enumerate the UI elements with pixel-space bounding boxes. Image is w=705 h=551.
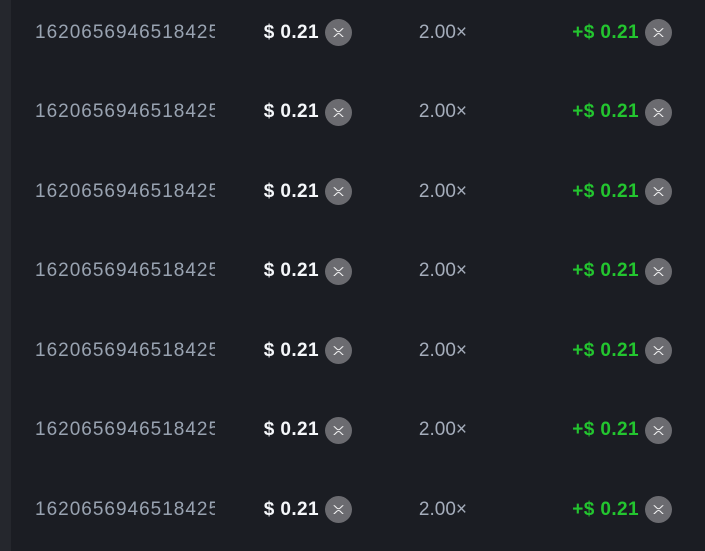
- game-id-cell: 1620656946518425: [35, 340, 215, 362]
- game-id: 1620656946518425: [35, 21, 215, 43]
- xrp-coin-icon: [325, 337, 352, 365]
- payout: +$ 0.21: [572, 101, 639, 123]
- payout-cell: +$ 0.21: [467, 98, 672, 126]
- game-id-cell: 1620656946518425: [35, 260, 215, 282]
- payout-cell: +$ 0.21: [467, 416, 672, 444]
- payout: +$ 0.21: [572, 21, 639, 43]
- multiplier: 2.00×: [418, 419, 467, 441]
- xrp-coin-icon: [325, 178, 352, 206]
- bet-row[interactable]: 1620656946518425 $ 0.21 2.00× +$ 0.21: [11, 152, 705, 232]
- multiplier-cell: 2.00×: [352, 340, 467, 362]
- bet-row[interactable]: 1620656946518425 $ 0.21 2.00× +$ 0.21: [11, 470, 705, 550]
- xrp-coin-icon: [325, 496, 352, 524]
- bet-amount-cell: $ 0.21: [215, 257, 352, 285]
- game-id: 1620656946518425: [35, 180, 215, 202]
- bet-amount-cell: $ 0.21: [215, 337, 352, 365]
- bet-amount-cell: $ 0.21: [215, 19, 352, 47]
- payout: +$ 0.21: [572, 180, 639, 202]
- xrp-coin-icon: [645, 257, 672, 285]
- bet-amount: $ 0.21: [263, 419, 319, 441]
- game-id-cell: 1620656946518425: [35, 181, 215, 203]
- game-id: 1620656946518425: [35, 101, 215, 123]
- game-id: 1620656946518425: [35, 339, 215, 361]
- bets-history-table: 1620656946518425 $ 0.21 2.00× +$ 0.21 16…: [11, 0, 705, 551]
- xrp-coin-icon: [325, 416, 352, 444]
- multiplier: 2.00×: [418, 498, 467, 520]
- game-id-cell: 1620656946518425: [35, 22, 215, 44]
- game-id-cell: 1620656946518425: [35, 101, 215, 123]
- payout: +$ 0.21: [572, 260, 639, 282]
- bet-amount-cell: $ 0.21: [215, 178, 352, 206]
- bet-amount: $ 0.21: [263, 180, 319, 202]
- game-id: 1620656946518425: [35, 419, 215, 441]
- bet-amount: $ 0.21: [263, 21, 319, 43]
- xrp-coin-icon: [645, 98, 672, 126]
- multiplier-cell: 2.00×: [352, 419, 467, 441]
- multiplier: 2.00×: [418, 180, 467, 202]
- payout: +$ 0.21: [572, 419, 639, 441]
- xrp-coin-icon: [325, 98, 352, 126]
- bet-amount: $ 0.21: [263, 498, 319, 520]
- bet-amount-cell: $ 0.21: [215, 416, 352, 444]
- payout-cell: +$ 0.21: [467, 178, 672, 206]
- bet-row[interactable]: 1620656946518425 $ 0.21 2.00× +$ 0.21: [11, 311, 705, 391]
- xrp-coin-icon: [645, 19, 672, 47]
- xrp-coin-icon: [325, 257, 352, 285]
- payout-cell: +$ 0.21: [467, 257, 672, 285]
- bets-rows-container: 1620656946518425 $ 0.21 2.00× +$ 0.21 16…: [11, 0, 705, 550]
- multiplier-cell: 2.00×: [352, 260, 467, 282]
- multiplier-cell: 2.00×: [352, 181, 467, 203]
- payout-cell: +$ 0.21: [467, 19, 672, 47]
- payout: +$ 0.21: [572, 339, 639, 361]
- payout-cell: +$ 0.21: [467, 337, 672, 365]
- bet-amount: $ 0.21: [263, 101, 319, 123]
- multiplier-cell: 2.00×: [352, 499, 467, 521]
- bet-amount-cell: $ 0.21: [215, 98, 352, 126]
- game-id: 1620656946518425: [35, 498, 215, 520]
- xrp-coin-icon: [645, 416, 672, 444]
- bet-row[interactable]: 1620656946518425 $ 0.21 2.00× +$ 0.21: [11, 232, 705, 312]
- bet-row[interactable]: 1620656946518425 $ 0.21 2.00× +$ 0.21: [11, 391, 705, 471]
- game-id: 1620656946518425: [35, 260, 215, 282]
- xrp-coin-icon: [645, 178, 672, 206]
- xrp-coin-icon: [645, 337, 672, 365]
- bet-amount: $ 0.21: [263, 339, 319, 361]
- xrp-coin-icon: [645, 496, 672, 524]
- bet-row[interactable]: 1620656946518425 $ 0.21 2.00× +$ 0.21: [11, 73, 705, 153]
- game-id-cell: 1620656946518425: [35, 499, 215, 521]
- multiplier: 2.00×: [418, 101, 467, 123]
- multiplier: 2.00×: [418, 339, 467, 361]
- game-id-cell: 1620656946518425: [35, 419, 215, 441]
- bet-amount-cell: $ 0.21: [215, 496, 352, 524]
- multiplier-cell: 2.00×: [352, 22, 467, 44]
- bet-row[interactable]: 1620656946518425 $ 0.21 2.00× +$ 0.21: [11, 0, 705, 73]
- payout: +$ 0.21: [572, 498, 639, 520]
- multiplier: 2.00×: [418, 260, 467, 282]
- payout-cell: +$ 0.21: [467, 496, 672, 524]
- bet-amount: $ 0.21: [263, 260, 319, 282]
- multiplier-cell: 2.00×: [352, 101, 467, 123]
- multiplier: 2.00×: [418, 21, 467, 43]
- xrp-coin-icon: [325, 19, 352, 47]
